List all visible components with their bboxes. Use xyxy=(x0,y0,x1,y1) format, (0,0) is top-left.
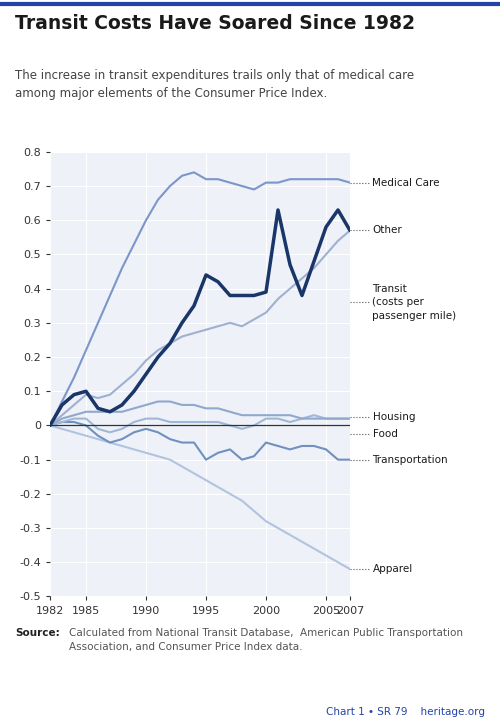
Text: Source:: Source: xyxy=(15,628,60,638)
Text: Food: Food xyxy=(372,429,398,439)
Text: Transportation: Transportation xyxy=(372,455,448,465)
Text: Calculated from National Transit Database,  American Public Transportation
Assoc: Calculated from National Transit Databas… xyxy=(69,628,463,652)
Text: Apparel: Apparel xyxy=(372,564,413,574)
Text: Transit
(costs per
passenger mile): Transit (costs per passenger mile) xyxy=(372,284,456,320)
Text: Medical Care: Medical Care xyxy=(372,178,440,187)
Text: Chart 1 • SR 79    heritage.org: Chart 1 • SR 79 heritage.org xyxy=(326,707,485,717)
Text: Other: Other xyxy=(372,226,402,236)
Text: Housing: Housing xyxy=(372,412,415,422)
Text: Transit Costs Have Soared Since 1982: Transit Costs Have Soared Since 1982 xyxy=(15,14,415,33)
Text: The increase in transit expenditures trails only that of medical care
among majo: The increase in transit expenditures tra… xyxy=(15,69,414,100)
